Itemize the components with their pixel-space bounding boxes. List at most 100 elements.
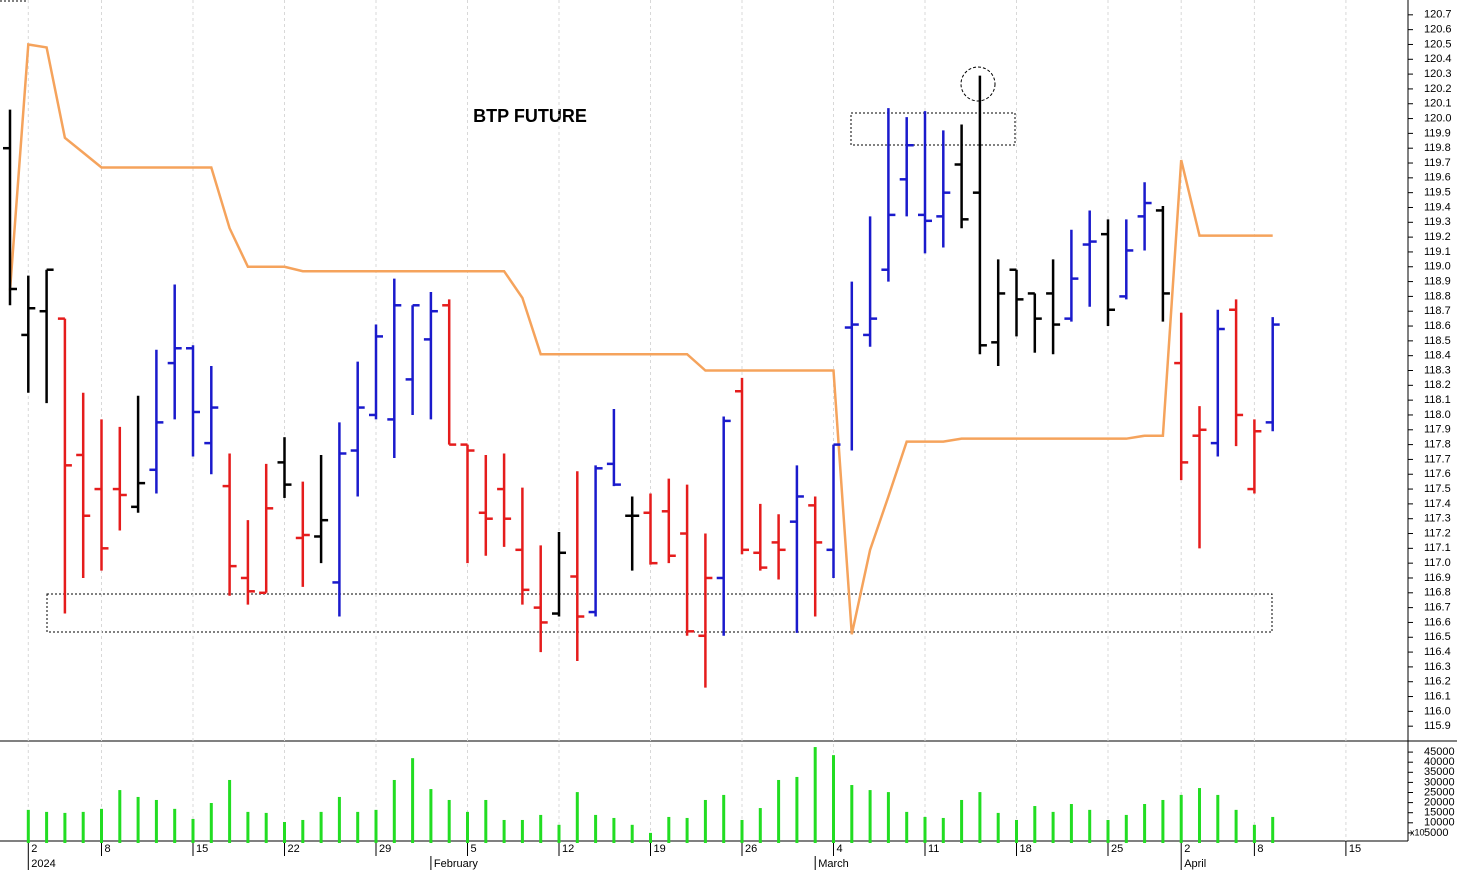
y-tick-label: 116.7 [1424, 602, 1451, 614]
y-tick-label: 118.5 [1424, 335, 1451, 347]
volume-bar [722, 794, 726, 843]
x-tick-label: 5 [471, 843, 477, 855]
volume-bar [26, 809, 30, 843]
volume-bar [1271, 816, 1275, 843]
x-tick-label: 25 [1111, 843, 1123, 855]
y-tick-label: 120.5 [1424, 38, 1452, 50]
x-tick-label: 18 [1020, 843, 1032, 855]
volume-bar [795, 776, 799, 843]
volume-bar [81, 811, 85, 843]
y-tick-label: 116.6 [1424, 616, 1451, 628]
volume-bar [1124, 814, 1128, 843]
volume-bar [758, 808, 762, 843]
y-tick-label: 117.5 [1424, 483, 1451, 495]
volume-bar [484, 799, 488, 843]
volume-bar [374, 809, 378, 843]
chart-title: BTP FUTURE [473, 106, 587, 126]
y-tick-label: 30000 [1424, 776, 1455, 788]
y-tick-label: 119.8 [1424, 142, 1451, 154]
volume-bar [100, 808, 103, 843]
y-tick-label: 118.9 [1424, 275, 1451, 287]
volume-bar [832, 755, 835, 843]
y-tick-label: 117.9 [1424, 424, 1451, 436]
volume-bar [246, 811, 250, 843]
volume-bar [502, 819, 506, 843]
volume-bar [411, 758, 415, 843]
volume-bar [118, 790, 122, 843]
y-tick-label: 117.7 [1424, 453, 1451, 465]
volume-bar [429, 789, 433, 843]
volume-bar [594, 814, 598, 843]
y-tick-label: 118.6 [1424, 320, 1451, 332]
y-tick-label: 119.1 [1424, 246, 1451, 258]
y-tick-label: 118.1 [1424, 394, 1451, 406]
y-tick-label: 116.2 [1424, 676, 1451, 688]
volume-bar [1179, 794, 1183, 843]
volume-bar [850, 785, 854, 843]
volume-bar [45, 811, 49, 843]
y-tick-label: 119.3 [1424, 216, 1451, 228]
month-label: 2024 [31, 858, 55, 870]
trend-line [8, 43, 1273, 635]
volume-bar [520, 819, 524, 843]
volume-bar [1088, 809, 1092, 843]
volume-bar [886, 792, 890, 843]
y-tick-label: 117.0 [1424, 557, 1451, 569]
y-tick-label: 119.9 [1424, 127, 1451, 139]
volume-bar [667, 816, 671, 843]
y-tick-label: 120.2 [1424, 83, 1452, 95]
volume-bar [301, 819, 305, 843]
volume-bar [392, 779, 396, 843]
volume-bar [1015, 819, 1018, 843]
x-tick-label: 15 [1349, 843, 1361, 855]
volume-bar [447, 799, 451, 843]
volume-bar [154, 799, 158, 843]
volume-bar [264, 812, 268, 843]
y-tick-label: 120.0 [1424, 112, 1452, 124]
y-tick-label: 116.4 [1424, 646, 1451, 658]
volume-bar [868, 790, 872, 843]
volume-bar [703, 799, 707, 843]
y-tick-label: 120.3 [1424, 68, 1452, 80]
x-tick-label: 12 [562, 843, 574, 855]
volume-bar [740, 819, 744, 843]
volume-bar [1198, 788, 1201, 843]
volume-bar [1051, 811, 1055, 843]
y-tick-label: 10000 [1424, 817, 1455, 829]
volume-bar [923, 816, 927, 843]
x-tick-label: 8 [105, 843, 111, 855]
x-tick-label: 19 [654, 843, 666, 855]
y-tick-label: 120.6 [1424, 24, 1452, 36]
x-tick-label: 15 [196, 843, 208, 855]
volume-bar [1069, 804, 1073, 843]
volume-bar [1033, 806, 1037, 843]
volume-bar [319, 811, 323, 843]
volume-bar [228, 779, 232, 843]
y-tick-label: 45000 [1424, 746, 1455, 758]
y-tick-label: 117.2 [1424, 527, 1451, 539]
volume-bar [813, 747, 817, 843]
volume-bar [978, 792, 982, 843]
y-tick-label: 117.4 [1424, 498, 1451, 510]
y-tick-label: 120.1 [1424, 98, 1452, 110]
y-tick-label: 119.7 [1424, 157, 1451, 169]
volume-bar [356, 811, 360, 843]
x-tick-label: 2 [31, 843, 37, 855]
y-tick-label: 120.7 [1424, 9, 1452, 21]
y-tick-label: 15000 [1424, 807, 1455, 819]
month-label: April [1184, 858, 1206, 870]
y-tick-label: 119.4 [1424, 201, 1451, 213]
annotation-box [850, 112, 1016, 146]
y-tick-label: 117.3 [1424, 513, 1451, 525]
y-tick-label: 118.8 [1424, 290, 1451, 302]
y-tick-label: 117.6 [1424, 468, 1451, 480]
y-tick-label: 40000 [1424, 756, 1455, 768]
volume-bar [63, 812, 67, 843]
volume-bar [649, 832, 652, 843]
volume-bar [612, 817, 616, 843]
volume-bar [539, 814, 543, 843]
volume-bar [173, 808, 177, 843]
y-tick-label: 116.9 [1424, 572, 1451, 584]
y-tick-label: 119.2 [1424, 231, 1451, 243]
